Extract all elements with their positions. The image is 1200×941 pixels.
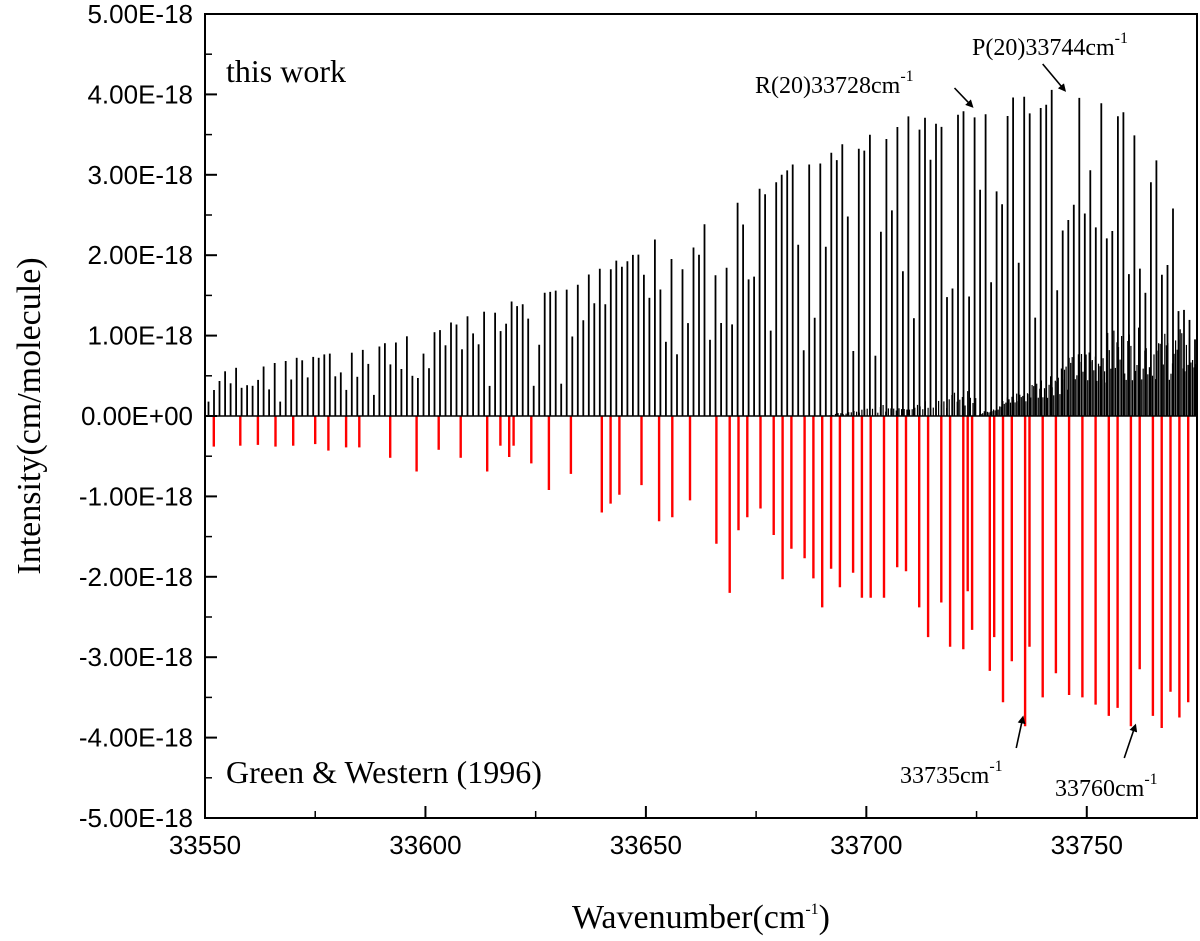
m60-annotation: 33760cm-1 [1055, 771, 1158, 802]
x-tick-label: 33600 [389, 830, 461, 860]
x-tick-label: 33650 [610, 830, 682, 860]
y-tick-label: 0.00E+00 [81, 401, 193, 431]
m60-arrow [1123, 723, 1138, 759]
series-green-western [212, 416, 1190, 728]
y-tick-label: 2.00E-18 [87, 240, 193, 270]
y-tick-label: 3.00E-18 [87, 160, 193, 190]
labels: 5.00E-18 4.00E-18 3.00E-18 2.00E-18 1.00E-18… [11, 0, 1158, 936]
y-tick-label: -4.00E-18 [79, 723, 193, 753]
x-axis-title: Wavenumber(cm-1) [572, 899, 830, 936]
y-axis-title: Intensity(cm/molecule) [11, 257, 48, 574]
spectral-lines [207, 89, 1197, 728]
m35-arrow [1015, 715, 1026, 749]
series-this-work [207, 89, 1197, 416]
p20-annotation: P(20)33744cm-1 [972, 30, 1128, 61]
y-tick-label: -1.00E-18 [79, 481, 193, 511]
x-tick-label: 33700 [830, 830, 902, 860]
x-tick-label: 33750 [1051, 830, 1123, 860]
m35-annotation: 33735cm-1 [900, 758, 1003, 789]
y-tick-label: 1.00E-18 [87, 321, 193, 351]
r20-annotation: R(20)33728cm-1 [755, 68, 914, 99]
y-tick-label: 5.00E-18 [87, 0, 193, 29]
r20-arrow [953, 87, 974, 108]
y-tick-label: -3.00E-18 [79, 642, 193, 672]
y-tick-label: -5.00E-18 [79, 803, 193, 833]
axes [204, 13, 1198, 819]
p20-arrow [1042, 63, 1067, 92]
y-tick-label: 4.00E-18 [87, 79, 193, 109]
x-tick-label: 33550 [169, 830, 241, 860]
y-tick-label: -2.00E-18 [79, 562, 193, 592]
this-work-label: this work [226, 53, 346, 89]
green-western-label: Green & Western (1996) [226, 754, 542, 790]
